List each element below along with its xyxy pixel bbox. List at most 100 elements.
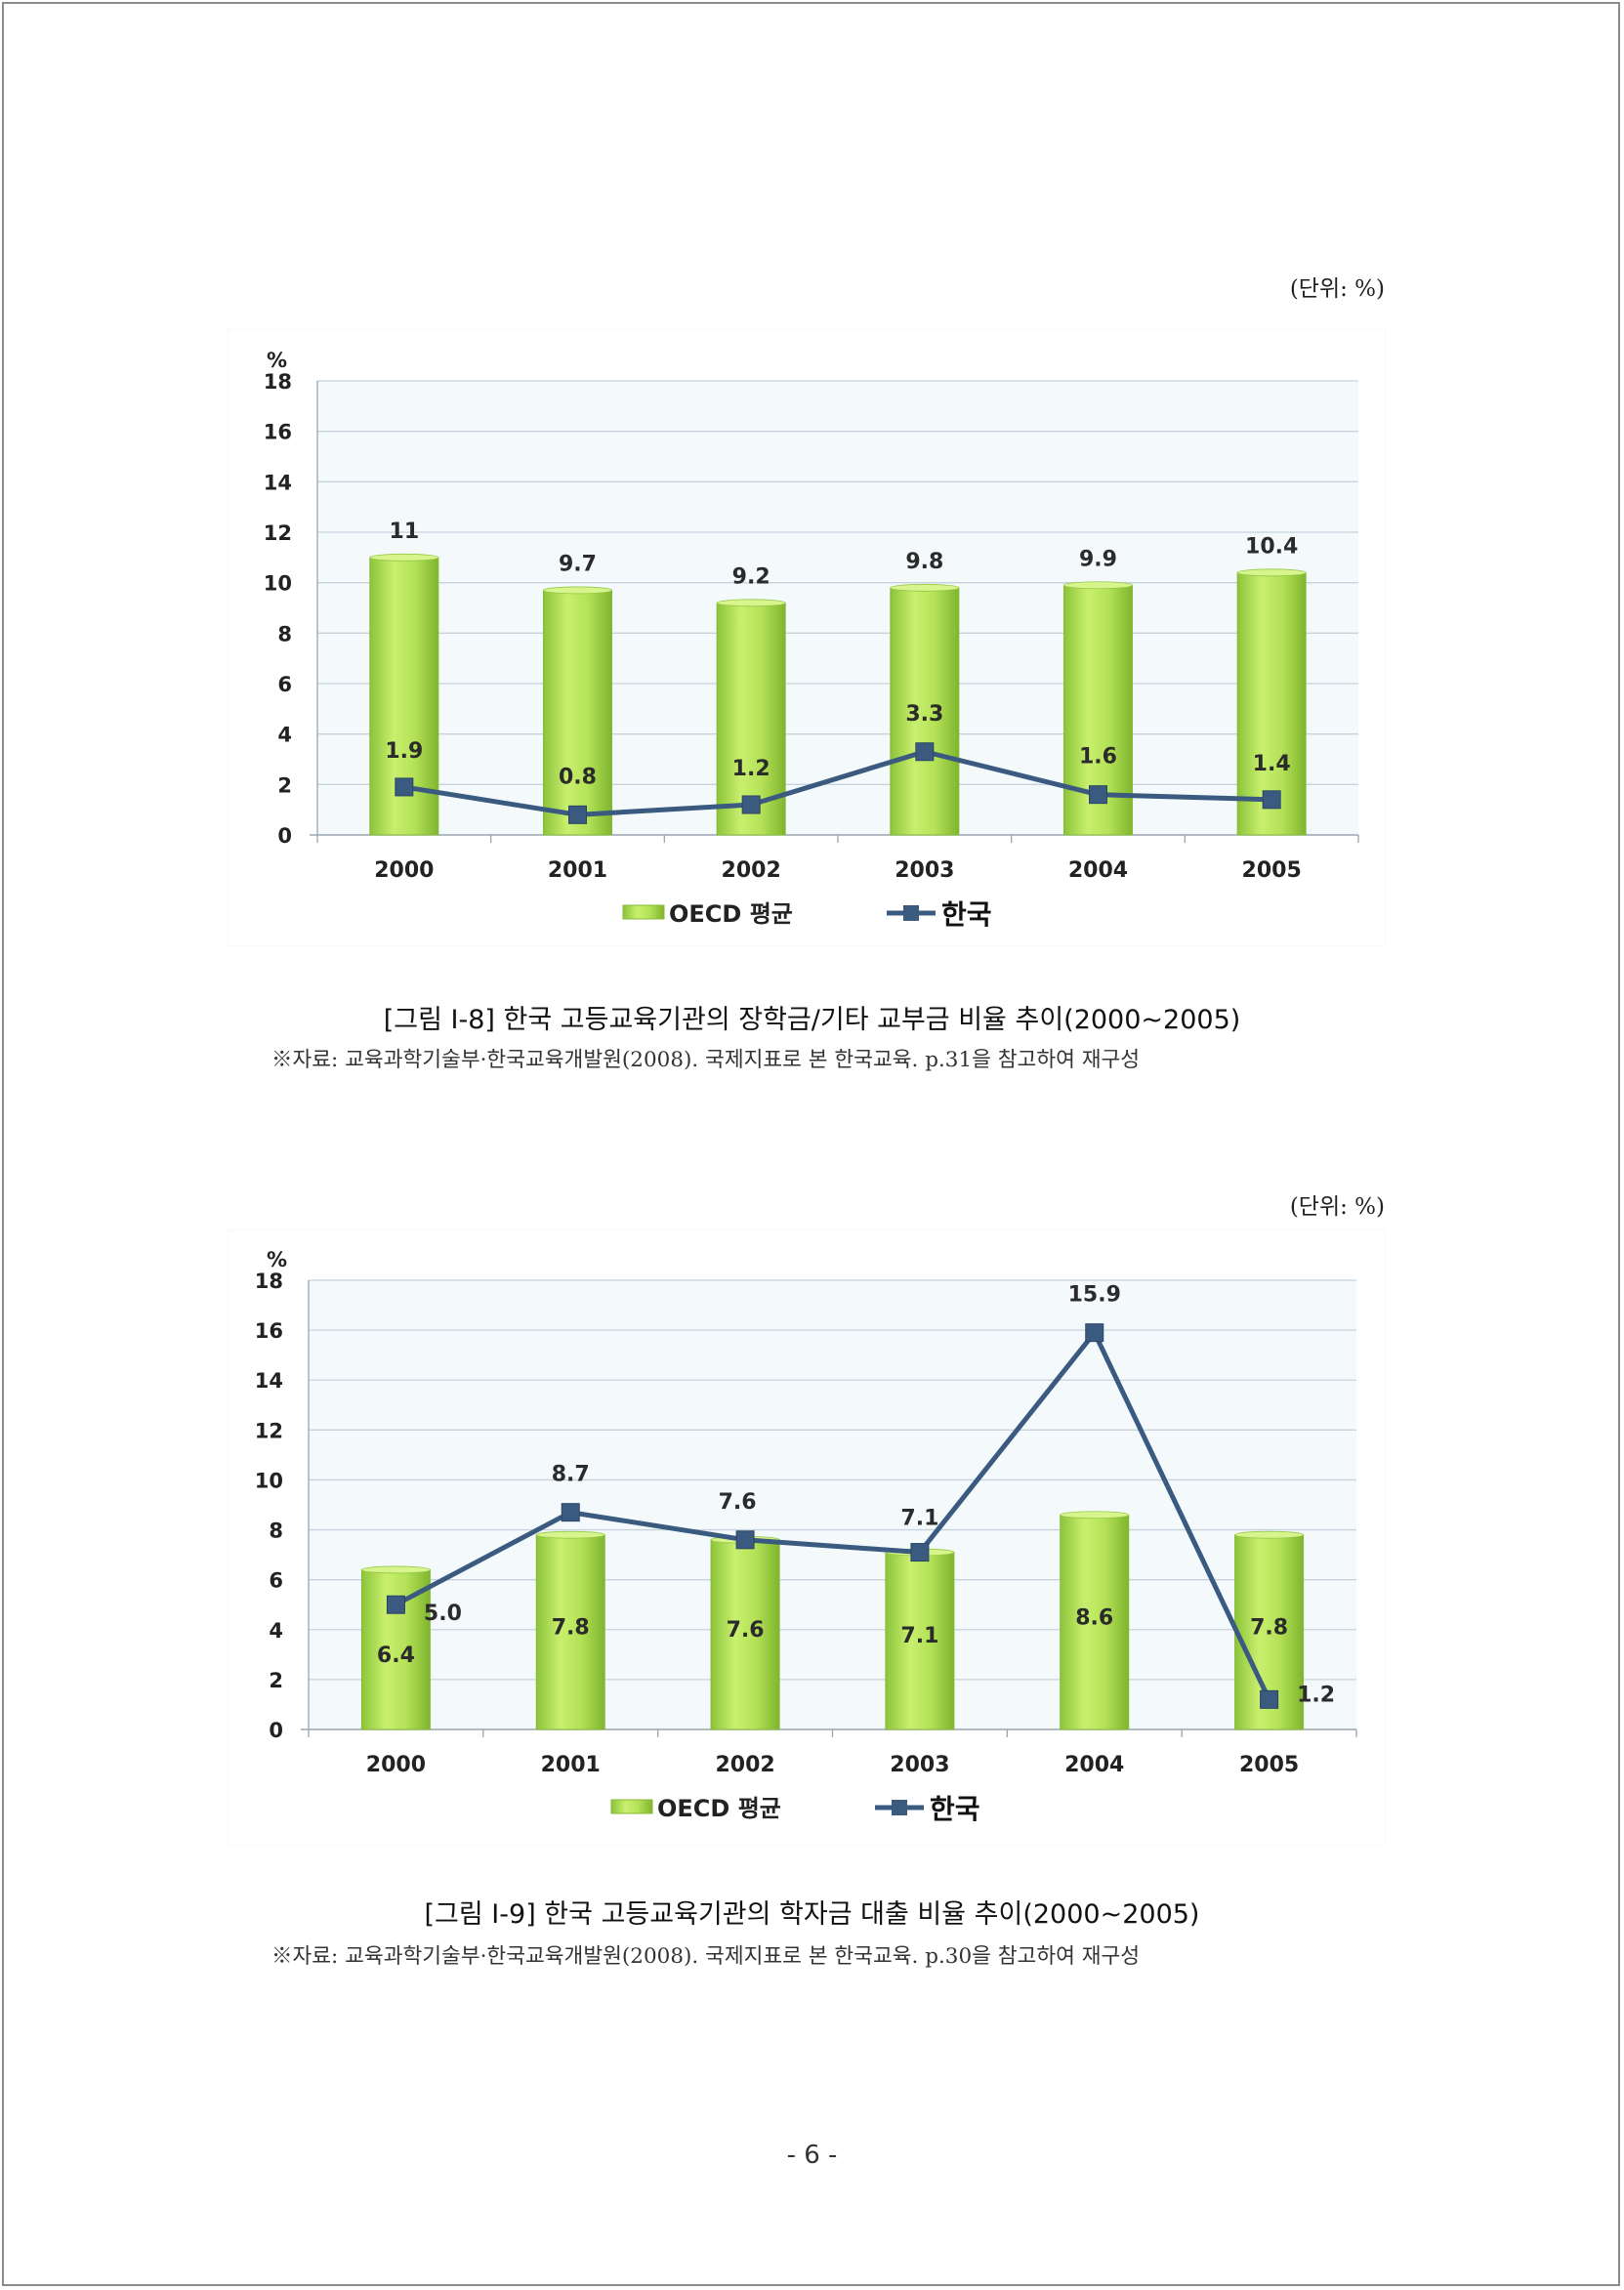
line-marker: [395, 777, 414, 797]
legend-swatch-oecd: [610, 1799, 653, 1814]
y-tick-label: 12: [264, 521, 292, 545]
x-tick-label: 2000: [374, 858, 434, 883]
legend-swatch-korea-marker: [892, 1800, 907, 1815]
legend-label-oecd: OECD 평균: [669, 900, 793, 928]
legend-swatch-oecd: [622, 904, 665, 920]
bar: [710, 1539, 780, 1730]
y-tick-label: 2: [277, 773, 292, 797]
bar-top: [535, 1530, 605, 1539]
line-data-label: 7.6: [719, 1490, 757, 1515]
bar-data-label: 11: [390, 520, 420, 544]
line-marker: [1085, 1323, 1104, 1343]
y-tick-label: 2: [269, 1669, 283, 1692]
bar-top: [716, 599, 786, 607]
bar-data-label: 7.6: [727, 1618, 765, 1643]
x-tick-label: 2002: [715, 1753, 774, 1777]
y-tick-label: 6: [269, 1569, 283, 1593]
line-marker: [910, 1543, 930, 1562]
figure-source: ※자료: 교육과학기술부·한국교육개발원(2008). 국제지표로 본 한국교육…: [271, 1944, 1141, 1969]
x-tick-label: 2000: [366, 1753, 426, 1777]
y-tick-label: 4: [277, 724, 292, 747]
plot-area: [309, 1280, 1356, 1729]
bar: [890, 587, 960, 836]
bar-data-label: 10.4: [1245, 534, 1298, 559]
y-tick-label: 14: [255, 1369, 283, 1393]
x-tick-label: 2003: [895, 858, 954, 883]
page-number: - 6 -: [786, 2141, 838, 2170]
figure-caption: [그림 Ⅰ-8] 한국 고등교육기관의 장학금/기타 교부금 비율 추이(200…: [383, 1005, 1241, 1035]
unit-label: (단위: %): [1289, 1194, 1385, 1220]
line-data-label: 0.8: [559, 765, 597, 789]
line-marker: [568, 805, 587, 824]
bar: [1060, 1514, 1130, 1730]
figure-source: ※자료: 교육과학기술부·한국교육개발원(2008). 국제지표로 본 한국교육…: [271, 1048, 1141, 1072]
bar-data-label: 9.9: [1079, 547, 1117, 571]
x-tick-label: 2005: [1242, 858, 1302, 883]
line-data-label: 3.3: [905, 702, 943, 727]
bar-data-label: 7.8: [1250, 1615, 1288, 1640]
y-tick-label: 0: [277, 824, 292, 848]
x-tick-label: 2005: [1239, 1753, 1299, 1777]
x-tick-label: 2002: [722, 858, 781, 883]
legend-label-korea: 한국: [941, 898, 992, 931]
line-data-label: 1.4: [1253, 752, 1291, 776]
bar-top: [1236, 568, 1307, 577]
y-tick-label: 16: [264, 421, 292, 444]
line-data-label: 1.6: [1079, 745, 1117, 770]
bar-data-label: 9.8: [905, 550, 943, 574]
bar: [885, 1552, 955, 1730]
line-marker: [735, 1530, 755, 1550]
y-tick-label: 16: [255, 1319, 283, 1343]
y-tick-label: 0: [269, 1719, 283, 1742]
line-data-label: 1.9: [385, 739, 423, 764]
bar-top: [361, 1565, 431, 1574]
chart-scholarship-ratio: 0 2 4 6 8 10 12 14 16 18% 11 9.7 9.2 9.8 9.9 10.4 1.9 0.8…: [228, 329, 1386, 946]
y-tick-label: 18: [264, 370, 292, 394]
y-tick-label: 10: [264, 572, 292, 596]
y-tick-label: 4: [269, 1619, 283, 1643]
y-tick-label: 14: [264, 471, 292, 494]
bar-data-label: 9.7: [559, 552, 597, 576]
bar-data-label: 9.2: [732, 564, 770, 589]
legend-label-oecd: OECD 평균: [657, 1795, 781, 1822]
line-series-korea: [395, 1330, 1271, 1701]
line-marker: [1260, 1689, 1279, 1709]
bar-top: [1060, 1511, 1130, 1520]
bar-top: [369, 553, 439, 562]
chart-svg: 0 2 4 6 8 10 12 14 16 18% 6.4 7.8 7.6 7.1 8.6 7.8 5.0 8.7…: [228, 1229, 1386, 1846]
figure-caption: [그림 Ⅰ-9] 한국 고등교육기관의 학자금 대출 비율 추이(2000~20…: [424, 1899, 1200, 1930]
line-marker: [1089, 785, 1107, 805]
bar-data-label: 6.4: [377, 1644, 415, 1668]
line-marker: [741, 795, 761, 814]
x-tick-label: 2001: [541, 1753, 601, 1777]
plot-area: [317, 381, 1358, 835]
bar-data-label: 8.6: [1075, 1605, 1113, 1630]
x-tick-label: 2004: [1068, 858, 1128, 883]
y-tick-label: 6: [277, 673, 292, 696]
y-tick-label: 10: [255, 1469, 283, 1492]
line-data-label: 8.7: [552, 1463, 590, 1487]
x-tick-label: 2004: [1064, 1753, 1124, 1777]
x-tick-label: 2003: [890, 1753, 949, 1777]
y-tick-label: 12: [255, 1419, 283, 1442]
y-axis-unit: %: [267, 349, 287, 372]
x-tick-label: 2001: [548, 858, 607, 883]
y-tick-label: 18: [255, 1270, 283, 1293]
unit-label: (단위: %): [1289, 276, 1385, 302]
bar-data-label: 7.1: [900, 1624, 938, 1648]
chart-loan-ratio: 0 2 4 6 8 10 12 14 16 18% 6.4 7.8 7.6 7.1 8.6 7.8 5.0 8.7…: [228, 1229, 1386, 1846]
line-marker: [915, 742, 935, 762]
line-data-label: 1.2: [732, 757, 770, 781]
line-series-korea: [403, 749, 1272, 817]
line-data-label: 7.1: [900, 1507, 938, 1531]
legend-label-korea: 한국: [930, 1793, 980, 1825]
line-marker: [561, 1503, 580, 1522]
y-axis-unit: %: [267, 1248, 287, 1271]
legend-swatch-korea-marker: [903, 905, 919, 921]
line-data-label: 5.0: [424, 1602, 462, 1626]
line-marker: [386, 1595, 405, 1614]
bar-top: [890, 583, 960, 592]
bar: [543, 589, 612, 836]
y-tick-label: 8: [277, 622, 292, 645]
